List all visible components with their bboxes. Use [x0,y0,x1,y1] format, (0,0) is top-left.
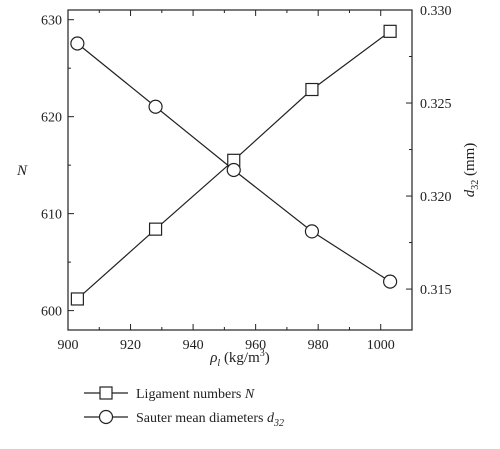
legend-label-symbol: d [267,411,275,426]
legend-marker-square [99,386,113,400]
data-point-circle [383,274,398,289]
plot-frame [67,9,413,331]
x-axis-title-subscript: l [217,358,220,369]
x-tick-label: 900 [58,338,79,353]
data-point-circle [304,224,320,239]
legend-label-text: Sauter mean diameters [136,411,267,426]
y-right-axis-title-symbol: d [462,189,478,197]
x-axis-title: ρl (kg/m3) [209,348,270,369]
data-point-circle [148,99,163,114]
legend-label: Ligament numbers N [136,387,255,402]
data-point-square [305,82,319,97]
x-tick-label: 1000 [367,338,395,353]
axis-labels: 900 920 940 960 980 1000 600 610 620 630 0.315 0.32… [16,4,481,369]
x-tick-label: 960 [245,338,266,353]
data-point-square [70,292,84,306]
legend-label-symbol: N [244,387,255,402]
legend-marker-circle [98,409,114,425]
y-right-tick-label: 0.315 [420,283,452,298]
x-tick-label: 920 [120,338,141,353]
legend-label-subscript: 32 [273,418,284,429]
x-tick-label: 980 [308,338,329,353]
legend: Ligament numbers N Sauter mean diameters … [84,386,284,429]
y-left-tick-label: 610 [41,208,62,223]
y-right-axis-title-units: (mm) [462,143,478,180]
x-axis-title-symbol: ρ [209,350,217,366]
y-left-tick-label: 630 [41,14,62,29]
legend-label-text: Ligament numbers [136,387,245,402]
y-right-tick-label: 0.330 [420,4,452,19]
x-axis-title-superscript: 3 [260,348,265,359]
data-point-square [148,222,163,236]
x-axis-title-units: (kg/m [220,350,260,366]
x-tick-label: 940 [183,338,204,353]
y-right-tick-label: 0.320 [420,190,452,205]
y-left-tick-label: 620 [41,111,62,126]
data-point-square [383,24,397,38]
y-left-tick-label: 600 [41,305,62,320]
legend-item-square: Ligament numbers N [84,386,255,402]
legend-item-circle: Sauter mean diameters d32 [84,409,284,429]
legend-label: Sauter mean diameters d32 [136,411,284,429]
y-right-axis-title-subscript: 32 [470,180,481,190]
y-left-axis-title: N [16,163,28,179]
y-right-axis-title: d32 (mm) [462,143,481,198]
series-ligament-numbers [70,24,397,306]
plot-border [67,9,413,331]
data-point-circle [226,162,241,178]
y-right-tick-label: 0.325 [420,97,452,112]
data-point-circle [70,36,85,51]
x-axis-title-close: ) [265,350,270,366]
series-sauter-diameters [70,36,398,289]
axis-ticks [67,9,412,330]
series-layer [70,24,398,306]
